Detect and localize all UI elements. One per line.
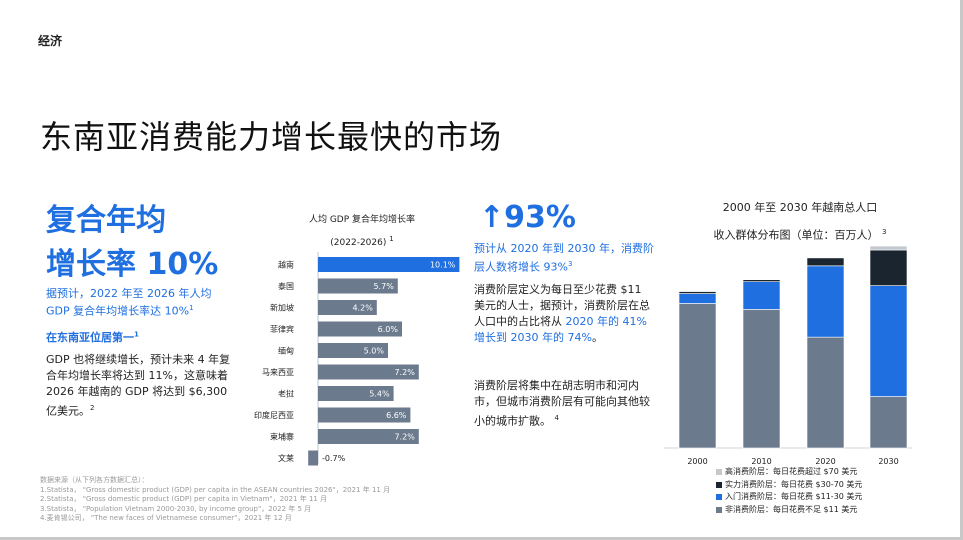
sources-list: 数据来源（从下列各方数据汇总）： 1.Statista， "Gross dome…: [40, 476, 460, 524]
footnote-ref: 1: [189, 304, 194, 312]
footnote-ref: 3: [882, 228, 887, 236]
stack-segment: [678, 293, 717, 304]
year-label: 2030: [878, 457, 898, 466]
gdp-bar: [318, 257, 460, 272]
legend-item: 实力消费阶层：每日花费 $30-70 美元: [716, 479, 862, 492]
page-title: 东南亚消费能力增长最快的市场: [40, 118, 503, 156]
headline-cagr-value: 增长率 10%: [46, 247, 219, 282]
gdp-bar: [318, 343, 388, 358]
gdp-bar: [318, 364, 419, 380]
legend-swatch: [716, 481, 722, 488]
value-label: 7.2%: [394, 368, 415, 377]
frame-border-bottom: [0, 537, 963, 540]
stack-segment: [806, 257, 845, 267]
value-label: 5.7%: [373, 282, 394, 291]
stack-segment: [806, 265, 845, 338]
stack-segment: [678, 303, 717, 449]
frame-border-right: [960, 0, 963, 540]
value-label: 6.0%: [378, 325, 399, 334]
stack-segment: [869, 245, 908, 251]
rank-text: GDP 也将继续增长，预计未来 4 年复合年均增长率将达到 11%，这意味着 2…: [46, 353, 231, 418]
consumer-class-definition: 消费阶层定义为每日至少花费 $11 美元的人士，据预计，消费阶层在总人口中的占比…: [474, 283, 650, 344]
gdp-bar: [308, 450, 318, 466]
category-label: 柬埔寨: [270, 432, 294, 442]
legend-item: 非消费阶层：每日花费不足 $11 美元: [716, 504, 862, 517]
category-label: 新加坡: [270, 303, 294, 313]
cagr-description: 据预计，2022 年至 2026 年人均 GDP 复合年均增长率达 10%1: [46, 287, 212, 318]
population-stacked-bar-chart: 2000 2010 2020 2030: [664, 245, 912, 466]
legend-label: 入门消费阶层：每日花费 $11-30 美元: [725, 492, 863, 501]
city-concentration-text: 消费阶层将集中在胡志明市和河内市，但城市消费阶层有可能向其他较小的城市扩散。 4: [474, 379, 650, 428]
value-label: 5.0%: [364, 347, 385, 356]
category-label: 文莱: [278, 453, 294, 463]
stack-segment: [742, 309, 781, 449]
footnote-ref: 3: [567, 259, 573, 268]
gdp-bar: [318, 386, 394, 401]
stack-segment: [742, 279, 781, 282]
source-item: 3.Statista， "Population Vietnam 2000-203…: [40, 504, 312, 513]
value-label: 10.1%: [430, 261, 456, 270]
stack-segment: [742, 281, 781, 310]
source-item: 2.Statista， "Gross domestic product (GDP…: [40, 495, 328, 503]
category-label: 越南: [278, 260, 294, 270]
source-item: 4.麦肯锡公司， "The new faces of Vietnamese co…: [40, 514, 292, 522]
legend-swatch: [716, 469, 722, 476]
sources-heading: 数据来源（从下列各方数据汇总）：: [40, 476, 149, 484]
forecast-text: 预计从 2020 年到 2030 年，消费阶层人数将增长 93%3: [474, 242, 654, 274]
legend-swatch: [716, 494, 722, 501]
value-label: 5.4%: [369, 390, 390, 399]
footnote-ref: 1: [134, 330, 139, 339]
category-label: 泰国: [278, 281, 294, 291]
population-chart-title: 2000 年至 2030 年越南总人口 收入群体分布图（单位：百万人） 3: [713, 201, 887, 242]
value-label: -0.7%: [322, 454, 346, 463]
footnote-ref: 2: [90, 404, 95, 412]
year-label: 2000: [687, 457, 707, 466]
growth-93-headline: ↑93%: [479, 200, 576, 235]
population-chart-legend: 高消费阶层：每日花费超过 $70 美元 实力消费阶层：每日花费 $30-70 美元…: [716, 466, 862, 516]
value-label: 6.6%: [386, 411, 407, 420]
gdp-bar: [318, 278, 398, 294]
category-label: 老挝: [278, 389, 294, 399]
stack-segment: [869, 249, 908, 286]
category-label: 马来西亚: [262, 368, 294, 377]
gdp-bar: [318, 407, 411, 423]
gdp-chart-title: 人均 GDP 复合年均增长率 (2022-2026) 1: [308, 215, 416, 248]
gdp-bar: [318, 429, 419, 444]
legend-label: 非消费阶层：每日花费不足 $11 美元: [725, 504, 858, 514]
footnote-ref: 4: [554, 414, 559, 422]
legend-swatch: [716, 506, 722, 513]
section-label: 经济: [38, 34, 63, 48]
category-label: 缅甸: [278, 346, 294, 356]
year-label: 2020: [815, 457, 835, 466]
stack-segment: [869, 396, 908, 449]
legend-item: 入门消费阶层：每日花费 $11-30 美元: [716, 491, 862, 504]
year-label: 2010: [751, 457, 771, 466]
stack-segment: [869, 285, 908, 397]
gdp-bar: [318, 300, 377, 315]
gdp-bar: [318, 321, 402, 337]
headline-cagr: 复合年均: [46, 203, 166, 238]
value-label: 7.2%: [394, 433, 415, 442]
value-label: 4.2%: [352, 304, 373, 313]
rank-title: 在东南亚位居第一1: [46, 330, 139, 344]
stack-segment: [678, 291, 717, 294]
source-item: 1.Statista， "Gross domestic product (GDP…: [40, 485, 391, 494]
category-label: 菲律宾: [270, 324, 294, 334]
legend-label: 实力消费阶层：每日花费 $30-70 美元: [725, 479, 863, 489]
category-label: 印度尼西亚: [254, 410, 294, 420]
legend-label: 高消费阶层：每日花费超过 $70 美元: [725, 467, 858, 476]
footnote-ref: 1: [389, 235, 394, 243]
gdp-growth-bar-chart: 越南 10.1% 泰国 5.7% 新加坡 4.2% 菲律宾 6.0% 缅甸 5.0% 马来西亚 7.2…: [254, 252, 460, 466]
stack-segment: [806, 336, 845, 449]
legend-item: 高消费阶层：每日花费超过 $70 美元: [716, 466, 862, 479]
